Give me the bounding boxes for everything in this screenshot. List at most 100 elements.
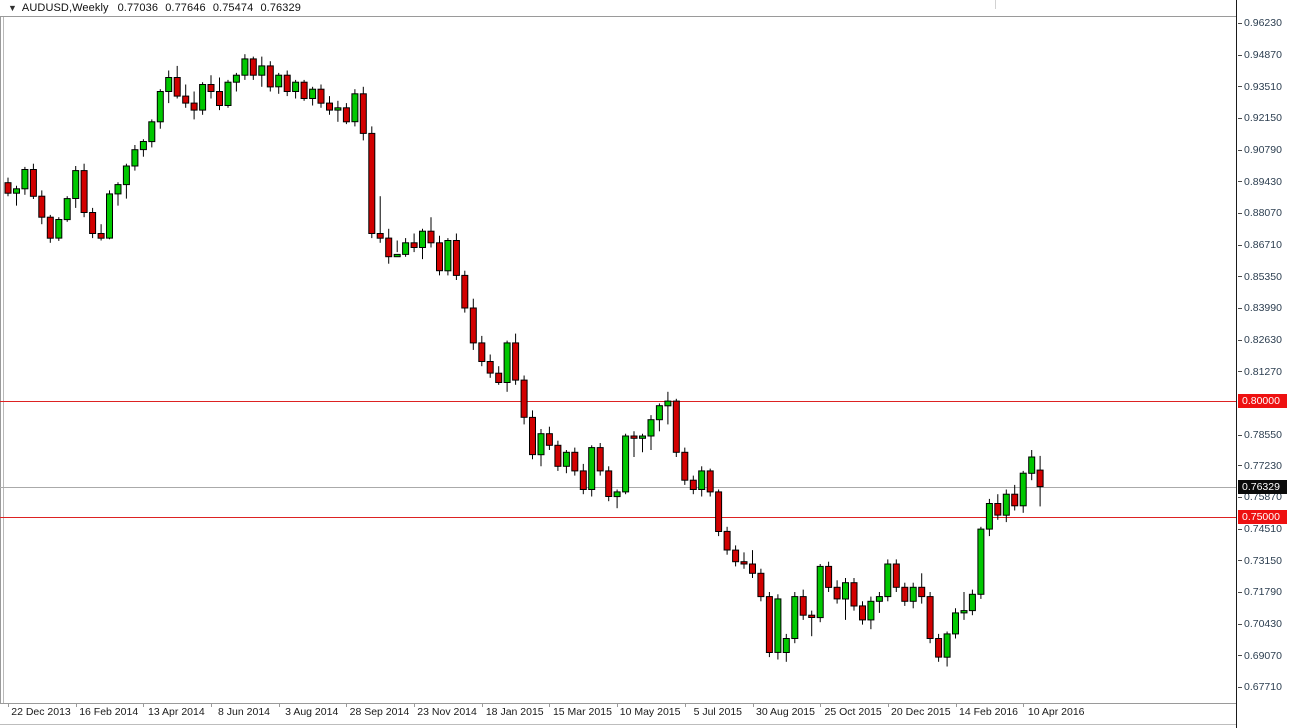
candlestick xyxy=(232,72,240,92)
candlestick xyxy=(402,238,410,257)
price-tick-mark xyxy=(1238,307,1242,309)
candle-body-bearish xyxy=(833,586,841,600)
candle-body-bearish xyxy=(368,132,376,234)
ohlc-readout: 0.77036 0.77646 0.75474 0.76329 xyxy=(118,2,305,14)
candlestick xyxy=(918,573,926,604)
candlestick xyxy=(224,79,232,108)
candle-body-bearish xyxy=(216,91,223,106)
candle-body-bullish xyxy=(402,242,410,255)
price-tick-label: 0.88070 xyxy=(1237,207,1282,219)
candlestick xyxy=(884,559,892,602)
candle-body-bullish xyxy=(122,165,130,186)
candle-body-bullish xyxy=(791,596,799,639)
candlestick xyxy=(80,163,88,218)
candle-body-bearish xyxy=(283,74,291,92)
price-tick-label: 0.82630 xyxy=(1237,334,1282,346)
chart-plot-area[interactable] xyxy=(0,17,1236,703)
price-tick-value: 0.96230 xyxy=(1244,17,1282,30)
price-tick-label: 0.93510 xyxy=(1237,81,1282,93)
candle-body-bearish xyxy=(808,614,816,619)
candle-body-bearish xyxy=(596,447,604,472)
date-tick-label: 10 May 2015 xyxy=(619,706,681,718)
candlestick xyxy=(376,196,384,243)
candle-body-bullish xyxy=(55,219,63,239)
candlestick xyxy=(1011,484,1019,511)
candle-body-bullish xyxy=(156,91,164,123)
plot-left-border-inner xyxy=(3,17,4,703)
price-tick-value: 0.86710 xyxy=(1244,238,1282,251)
candle-body-bearish xyxy=(486,361,494,374)
candle-body-bearish xyxy=(630,435,638,439)
candle-body-bearish xyxy=(926,596,934,639)
price-tick-value: 0.92150 xyxy=(1244,112,1282,125)
candle-body-bearish xyxy=(376,233,384,239)
candlestick xyxy=(622,433,630,495)
price-scale-axis[interactable]: 0.96230 0.94870 0.93510 0.92150 0.90790 0.894… xyxy=(1236,0,1290,728)
candlestick xyxy=(72,166,80,208)
candlestick xyxy=(554,440,562,471)
date-tick-mark xyxy=(75,704,77,707)
candlestick xyxy=(326,96,333,115)
candlestick xyxy=(960,592,968,620)
price-tick-mark xyxy=(1238,560,1242,562)
candle-body-bullish xyxy=(562,451,570,467)
price-tick-value: 0.90790 xyxy=(1244,143,1282,156)
candlestick xyxy=(385,228,393,264)
chevron-down-icon[interactable]: ▼ xyxy=(8,2,17,13)
date-tick-label: 20 Dec 2015 xyxy=(891,706,951,718)
candlestick xyxy=(529,410,536,460)
date-tick-mark xyxy=(414,704,416,707)
candle-body-bearish xyxy=(579,470,587,490)
candlestick xyxy=(723,526,731,555)
price-tick-label: 0.70430 xyxy=(1237,618,1282,630)
candlestick xyxy=(258,56,266,87)
candlestick xyxy=(579,463,587,495)
candlestick xyxy=(859,601,866,625)
date-tick-mark xyxy=(820,704,822,707)
price-tick-value: 0.94870 xyxy=(1244,48,1282,61)
candlestick xyxy=(994,494,1002,520)
candlestick xyxy=(334,100,342,122)
candle-body-bearish xyxy=(740,561,748,565)
chart-titlebar: ▼ AUDUSD,Weekly 0.77036 0.77646 0.75474 … xyxy=(0,0,1290,17)
date-tick-label: 13 Apr 2014 xyxy=(148,706,205,718)
date-scale-axis[interactable]: 22 Dec 2013 16 Feb 2014 13 Apr 2014 8 Jun 2… xyxy=(0,703,1236,728)
candle-body-bullish xyxy=(639,435,646,439)
candle-body-bearish xyxy=(410,242,418,249)
candlestick xyxy=(106,190,113,240)
resistance-level-tag[interactable]: 0.80000 xyxy=(1238,394,1287,409)
current-price-level-tag[interactable]: 0.76329 xyxy=(1238,479,1287,494)
candlestick xyxy=(393,240,401,258)
candlestick xyxy=(97,224,105,241)
price-tick-value: 0.77230 xyxy=(1244,459,1282,472)
price-tick-mark xyxy=(1238,465,1242,467)
price-tick-label: 0.74510 xyxy=(1237,523,1282,535)
candlestick xyxy=(495,366,503,385)
candle-body-bullish xyxy=(232,74,240,83)
candle-body-bullish xyxy=(943,633,951,658)
date-scale-underline xyxy=(0,724,1236,725)
current-price-level-line[interactable] xyxy=(0,486,1236,488)
candle-body-bearish xyxy=(765,596,773,653)
date-tick-label: 28 Sep 2014 xyxy=(349,706,410,718)
price-tick-mark xyxy=(1238,244,1242,246)
candle-body-bullish xyxy=(977,528,985,595)
candlestick xyxy=(410,233,418,253)
candlestick xyxy=(968,589,976,616)
candle-body-bullish xyxy=(875,596,883,602)
candle-body-bearish xyxy=(689,479,697,491)
candlestick xyxy=(207,75,215,99)
support-level-tag[interactable]: 0.75000 xyxy=(1238,510,1287,525)
candle-body-bearish xyxy=(732,549,740,563)
candle-body-bearish xyxy=(859,605,866,621)
support-level-line[interactable] xyxy=(0,517,1236,519)
candlestick xyxy=(808,610,816,637)
candle-body-bearish xyxy=(182,95,190,104)
ohlc-open-value: 0.77036 xyxy=(117,2,159,14)
candle-body-bearish xyxy=(520,379,528,418)
candle-body-bearish xyxy=(207,84,215,92)
resistance-level-line[interactable] xyxy=(0,401,1236,403)
candlestick xyxy=(199,82,207,115)
candlestick xyxy=(749,550,756,578)
candle-body-bearish xyxy=(190,102,198,111)
